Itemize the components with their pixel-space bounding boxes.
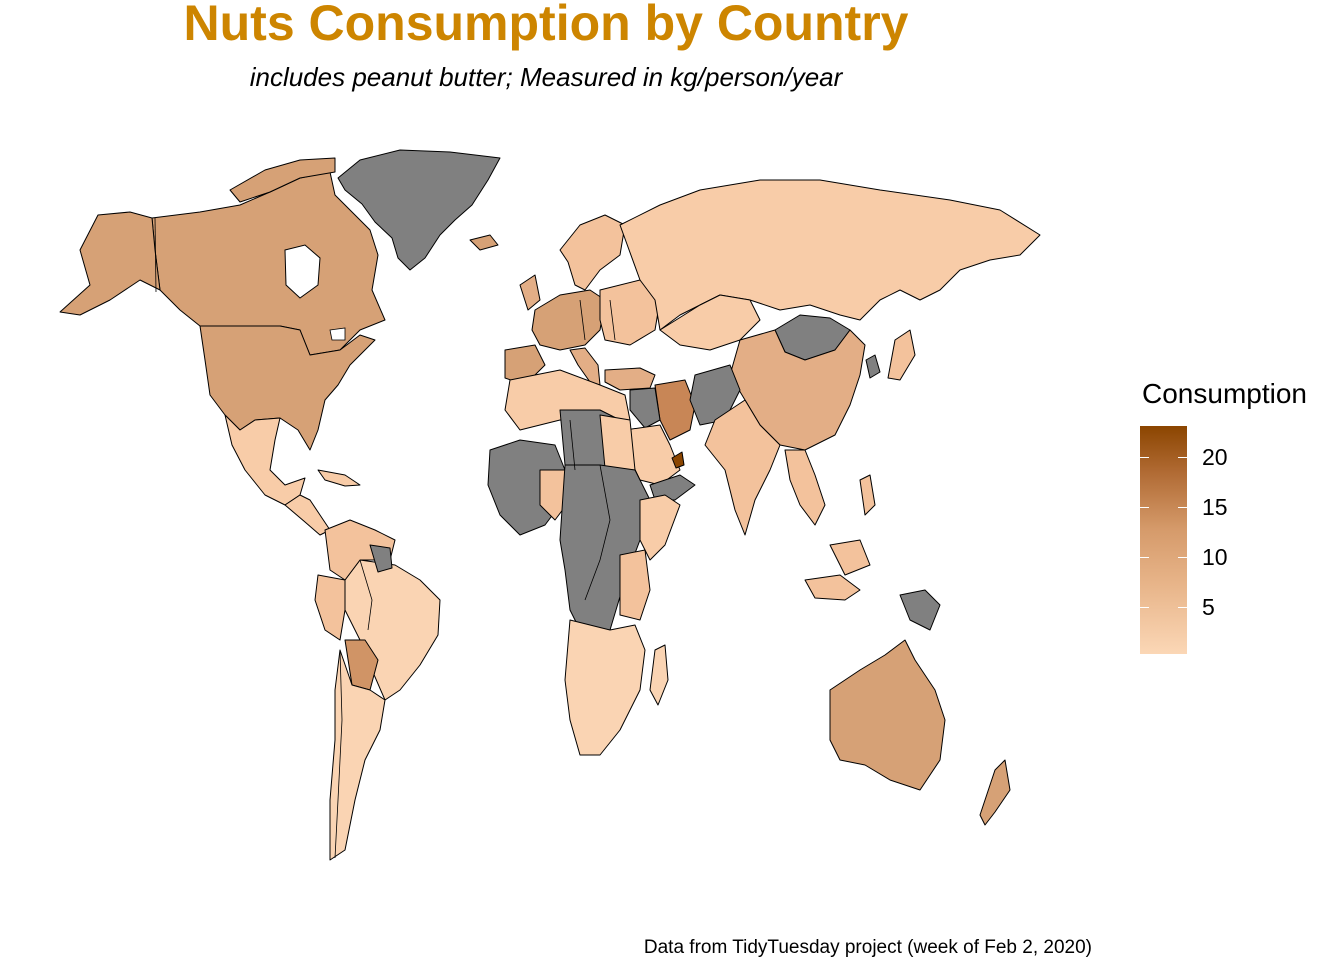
country-bolivia — [344, 639, 379, 691]
country-cuba — [317, 469, 361, 487]
country-iceland — [469, 234, 499, 251]
country-usa — [199, 325, 376, 451]
country-scandinavia — [559, 214, 626, 291]
legend-tick-label: 15 — [1202, 494, 1228, 520]
legend-tickmark — [1178, 557, 1187, 558]
world-map — [59, 149, 1041, 861]
country-east-africa — [619, 549, 651, 621]
country-kazakhstan — [659, 294, 761, 351]
country-egypt — [599, 414, 636, 471]
country-guiana — [369, 544, 393, 573]
country-madagascar — [649, 644, 669, 706]
country-mexico — [224, 414, 306, 506]
legend-tickmark — [1140, 507, 1149, 508]
country-india — [704, 399, 781, 536]
country-greenland — [337, 149, 501, 271]
legend-tick-label: 10 — [1202, 544, 1228, 570]
country-se-asia — [784, 449, 826, 526]
legend-tickmark — [1140, 557, 1149, 558]
country-southern-africa — [564, 619, 646, 756]
country-russia — [619, 179, 1041, 331]
country-central-africa — [559, 464, 651, 641]
country-uk — [519, 274, 541, 311]
legend-tick-label: 20 — [1202, 444, 1228, 470]
legend-tickmark — [1178, 457, 1187, 458]
country-argentina-chile — [329, 649, 386, 861]
legend-title: Consumption — [1142, 378, 1307, 409]
map-caption: Data from TidyTuesday project (week of F… — [643, 937, 1092, 958]
country-north-korea — [865, 354, 881, 379]
country-indonesia — [804, 574, 861, 601]
country-peru — [314, 574, 346, 641]
legend-colorbar — [1140, 426, 1187, 654]
country-uae — [671, 451, 685, 469]
legend-tick-label: 5 — [1202, 594, 1215, 620]
country-australia — [829, 639, 946, 791]
legend-tickmark — [1178, 507, 1187, 508]
legend-tickmark — [1140, 457, 1149, 458]
country-japan — [887, 329, 916, 381]
country-philippines — [859, 474, 876, 516]
country-western-europe — [531, 289, 606, 351]
country-new-zealand — [979, 759, 1011, 826]
legend-tickmark — [1178, 607, 1187, 608]
legend: Consumption 20 15 10 5 — [1140, 378, 1340, 668]
country-turkey — [604, 367, 656, 391]
country-canada-islands — [229, 157, 336, 203]
country-alaska — [59, 211, 161, 316]
country-papua — [899, 589, 941, 631]
legend-tickmark — [1140, 607, 1149, 608]
country-ethiopia-somalia — [639, 494, 681, 561]
map-subtitle: includes peanut butter; Measured in kg/p… — [249, 62, 843, 92]
country-borneo — [829, 539, 871, 576]
country-iraq-syria — [629, 387, 661, 429]
map-title: Nuts Consumption by Country — [183, 0, 909, 51]
country-central-america — [284, 494, 331, 536]
